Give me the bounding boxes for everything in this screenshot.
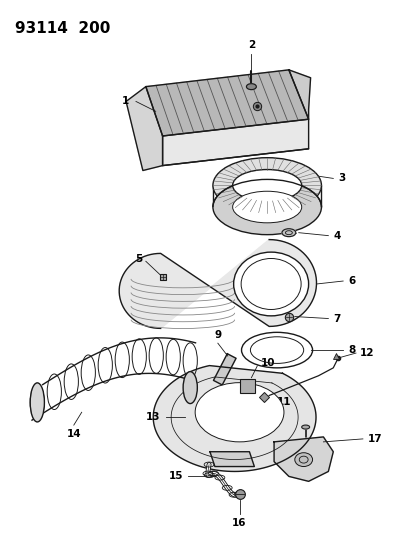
Ellipse shape	[212, 180, 320, 235]
Text: 11: 11	[276, 398, 291, 407]
Ellipse shape	[183, 372, 197, 403]
Polygon shape	[288, 70, 310, 119]
Polygon shape	[126, 87, 162, 171]
Ellipse shape	[212, 158, 320, 213]
Text: 2: 2	[247, 40, 254, 50]
FancyBboxPatch shape	[239, 379, 255, 392]
Ellipse shape	[281, 229, 295, 237]
Text: 14: 14	[66, 429, 81, 439]
Ellipse shape	[195, 383, 283, 442]
Polygon shape	[209, 452, 254, 466]
Ellipse shape	[301, 425, 309, 429]
Text: 6: 6	[347, 276, 354, 286]
Ellipse shape	[232, 191, 301, 223]
Ellipse shape	[232, 169, 301, 201]
Text: 1: 1	[121, 96, 129, 107]
Text: 93114  200: 93114 200	[14, 21, 110, 36]
Polygon shape	[213, 354, 235, 385]
Ellipse shape	[233, 252, 308, 316]
Text: 4: 4	[332, 231, 340, 240]
Text: 16: 16	[232, 518, 246, 528]
Text: 12: 12	[359, 348, 373, 358]
Text: 8: 8	[347, 345, 354, 355]
Ellipse shape	[246, 84, 256, 90]
Text: 9: 9	[214, 330, 221, 340]
Text: 7: 7	[332, 313, 340, 324]
Ellipse shape	[294, 453, 312, 466]
Text: 3: 3	[337, 173, 344, 183]
Polygon shape	[162, 119, 308, 166]
Text: 5: 5	[135, 254, 142, 264]
Ellipse shape	[30, 383, 44, 422]
Text: 15: 15	[169, 471, 183, 481]
Text: 13: 13	[146, 412, 160, 422]
Text: 10: 10	[261, 358, 275, 368]
Text: 17: 17	[367, 434, 382, 444]
Polygon shape	[119, 240, 316, 328]
Polygon shape	[153, 366, 315, 472]
Polygon shape	[273, 437, 332, 481]
Polygon shape	[145, 70, 308, 136]
